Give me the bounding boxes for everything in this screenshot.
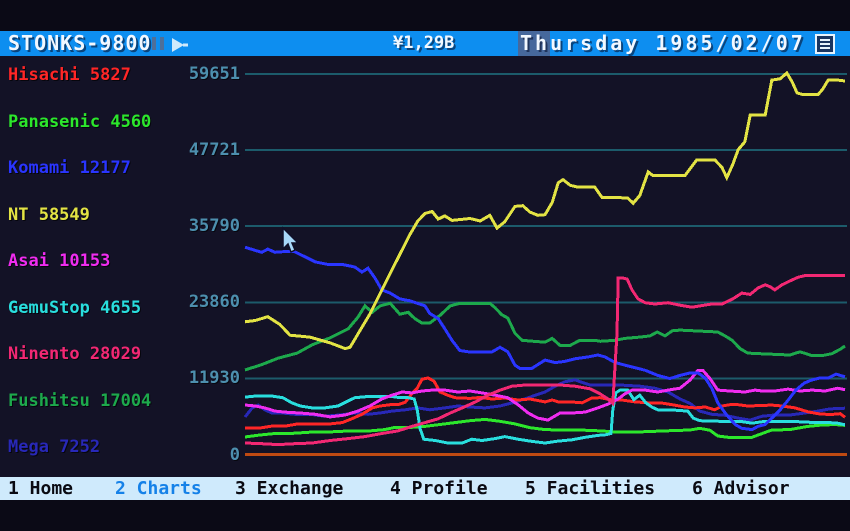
date-cursor-highlight	[518, 31, 550, 56]
y-axis-tick-23860: 23860	[188, 292, 240, 313]
menu-item-advisor[interactable]: 6 Advisor	[692, 478, 790, 499]
series-line-nt	[244, 70, 846, 351]
date-display: Thursday 1985/02/07	[520, 31, 806, 55]
chart-canvas[interactable]	[0, 56, 850, 477]
y-axis-tick-59651: 59651	[188, 64, 240, 84]
function-menu-bar: 1 Home 2 Charts 3 Exchange 4 Profile 5 Facil…	[0, 477, 850, 500]
series-line-gemustop	[244, 388, 846, 445]
watchlist-item-fushitsu[interactable]: Fushitsu 17004	[8, 390, 152, 411]
menu-item-facilities[interactable]: 5 Facilities	[525, 478, 656, 499]
series-line-asai	[244, 368, 846, 422]
chart-page: Hisachi 5827 Panasenic 4560 Komami 12177 NT…	[0, 56, 850, 477]
mouse-cursor-icon	[282, 226, 300, 254]
menu-item-home[interactable]: 1 Home	[8, 478, 74, 499]
watchlist-item-gemustop[interactable]: GemuStop 4655	[8, 297, 142, 318]
series-line-hisachi	[245, 376, 846, 430]
y-axis-tick-11930: 11930	[188, 368, 240, 389]
balance-display: ¥1,29B	[393, 33, 455, 53]
menu-item-profile[interactable]: 4 Profile	[390, 478, 488, 499]
app-title: STONKS-9800	[8, 31, 152, 55]
y-axis-tick-0: 0	[229, 444, 240, 465]
pause-icon[interactable]	[152, 37, 164, 50]
play-icon[interactable]	[171, 37, 191, 52]
watchlist-item-nt[interactable]: NT 58549	[8, 204, 90, 225]
menu-item-exchange[interactable]: 3 Exchange	[235, 478, 344, 499]
series-line-komami	[244, 245, 846, 432]
watchlist-item-asai[interactable]: Asai 10153	[8, 251, 111, 271]
watchlist-item-panasenic[interactable]: Panasenic 4560	[8, 111, 152, 132]
hamburger-menu-button[interactable]	[815, 34, 835, 54]
series-line-panasenic	[244, 417, 846, 440]
watchlist-item-komami[interactable]: Komami 12177	[8, 158, 131, 178]
series-line-ninento	[244, 273, 845, 447]
watchlist-item-hisachi[interactable]: Hisachi 5827	[8, 65, 131, 85]
menu-item-charts[interactable]: 2 Charts	[115, 478, 202, 499]
title-bar: STONKS-9800 ¥1,29B Thursday 1985/02/07	[0, 31, 850, 56]
watchlist-item-ninento[interactable]: Ninento 28029	[8, 344, 142, 364]
y-axis-tick-47721: 47721	[188, 140, 240, 161]
y-axis-tick-35790: 35790	[188, 216, 240, 237]
watchlist-item-mega[interactable]: Mega 7252	[8, 437, 101, 457]
